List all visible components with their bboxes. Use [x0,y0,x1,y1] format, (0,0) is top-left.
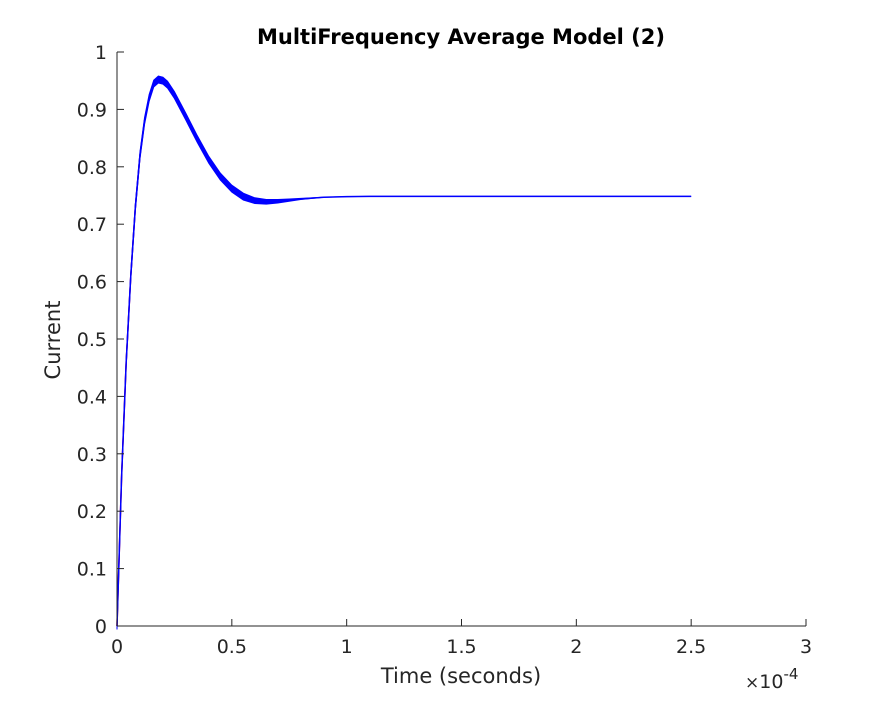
y-tick-label: 0 [95,616,107,638]
x-tick-label: 0.5 [217,636,247,658]
series-ripple-band-2 [116,75,692,630]
svg-text:×10-4: ×10-4 [745,665,798,693]
y-tick-label: 0.7 [77,214,107,236]
y-axis-label: Current [41,301,65,380]
y-tick-label: 0.9 [77,99,107,121]
y-tick-label: 1 [95,42,107,64]
x-tick-label: 0 [111,636,123,658]
x-tick-label: 2 [570,636,582,658]
y-tick-label: 0.5 [77,329,107,351]
x-axis-label: Time (seconds) [380,664,541,688]
chart-title: MultiFrequency Average Model (2) [257,25,665,49]
y-tick-label: 0.3 [77,444,107,466]
tick-labels: 0 0.5 1 1.5 2 2.5 3 0 0.1 0.2 0.3 0.4 0.5 0.6 0.7 0.8 0.… [77,42,812,658]
x-tick-label: 1.5 [446,636,476,658]
series-line-2 [116,78,692,627]
y-tick-label: 0.6 [77,272,107,294]
y-tick-label: 0.2 [77,501,107,523]
x-tick-label: 3 [800,636,812,658]
axes [116,51,807,627]
x-exponent-label: ×10-4 [745,665,798,693]
x-exponent-power: -4 [783,665,798,683]
y-tick-label: 0.1 [77,559,107,581]
x-exponent-times: × [745,673,759,693]
plot-lines [116,75,692,630]
y-tick-label: 0.4 [77,386,107,408]
x-tick-label: 1 [341,636,353,658]
x-exponent-base: 10 [759,671,783,693]
x-tick-label: 2.5 [676,636,706,658]
y-tick-label: 0.8 [77,157,107,179]
